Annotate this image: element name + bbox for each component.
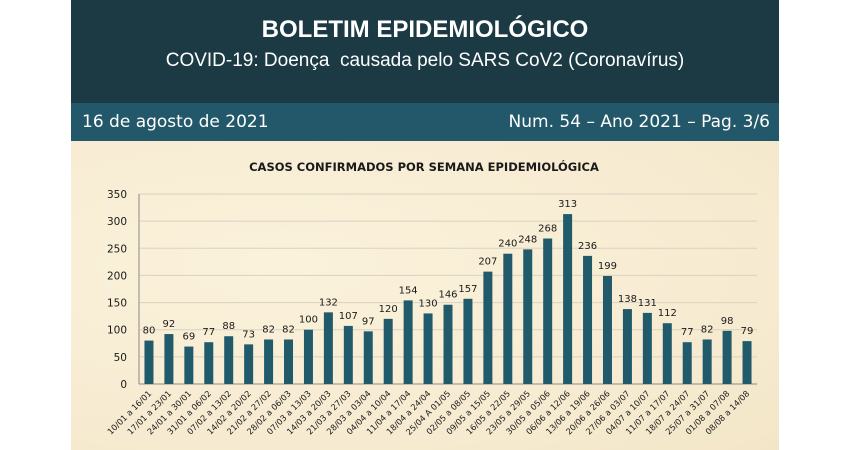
bar	[722, 330, 732, 384]
data-label: 69	[182, 332, 195, 343]
bar	[164, 334, 174, 384]
bar	[423, 313, 433, 384]
bar	[702, 339, 712, 384]
y-tick-label: 0	[120, 379, 127, 391]
bar	[144, 340, 154, 384]
bulletin-date: 16 de agosto de 2021	[82, 112, 269, 132]
data-label: 131	[638, 298, 657, 309]
data-label: 157	[458, 284, 477, 295]
data-label: 98	[721, 316, 734, 327]
chart-title: CASOS CONFIRMADOS POR SEMANA EPIDEMIOLÓG…	[249, 159, 599, 174]
bar	[622, 309, 632, 384]
data-label: 120	[379, 304, 398, 315]
y-tick-label: 250	[107, 243, 127, 255]
bar	[264, 339, 274, 384]
data-label: 138	[618, 294, 637, 305]
bar	[583, 255, 593, 384]
data-label: 236	[578, 241, 597, 252]
y-tick-label: 50	[114, 352, 127, 364]
bar	[204, 342, 214, 384]
bulletin-issue: Num. 54 – Ano 2021 – Pag. 3/6	[508, 112, 770, 132]
bar	[383, 318, 393, 384]
bar	[523, 249, 533, 384]
y-tick-label: 300	[107, 216, 127, 228]
bar	[642, 312, 652, 384]
data-label: 80	[143, 326, 156, 337]
bulletin-title: BOLETIM EPIDEMIOLÓGICO	[261, 16, 589, 43]
bar	[543, 238, 553, 384]
bar	[343, 325, 353, 384]
bulletin-page: BOLETIM EPIDEMIOLÓGICO COVID-19: Doença …	[71, 0, 779, 450]
data-label: 82	[262, 324, 275, 335]
y-tick-label: 150	[107, 298, 127, 310]
data-label: 92	[163, 319, 176, 330]
data-label: 130	[419, 298, 438, 309]
bar	[602, 275, 612, 384]
y-tick-label: 200	[107, 270, 127, 282]
data-label: 313	[558, 199, 577, 210]
bar	[303, 329, 313, 384]
bar	[463, 298, 473, 384]
data-label: 82	[701, 324, 714, 335]
data-label: 77	[202, 327, 215, 338]
data-label: 88	[222, 321, 235, 332]
data-label: 146	[438, 290, 457, 301]
bar	[403, 300, 413, 384]
bar	[742, 341, 752, 384]
bar	[323, 312, 333, 384]
bulletin-subtitle: COVID-19: Doença causada pelo SARS CoV2 …	[165, 50, 685, 71]
bar	[443, 304, 453, 384]
data-label: 100	[299, 315, 318, 326]
data-label: 82	[282, 324, 295, 335]
data-label: 77	[681, 327, 694, 338]
data-label: 268	[538, 224, 557, 235]
bar	[503, 253, 513, 384]
data-label: 97	[362, 316, 375, 327]
bar	[244, 344, 254, 384]
y-tick-label: 100	[107, 325, 127, 337]
y-tick-label: 350	[107, 189, 127, 201]
chart-area	[71, 141, 779, 450]
bar	[363, 331, 373, 384]
bar	[184, 346, 194, 384]
bar	[284, 339, 294, 384]
info-band: 16 de agosto de 2021 Num. 54 – Ano 2021 …	[71, 103, 779, 141]
data-label: 73	[242, 329, 255, 340]
data-label: 199	[598, 261, 617, 272]
data-label: 154	[399, 285, 418, 296]
bar	[224, 336, 234, 384]
data-label: 79	[741, 326, 754, 337]
bar	[483, 271, 493, 384]
data-label: 248	[518, 234, 537, 245]
bar	[682, 342, 692, 384]
bar	[662, 323, 672, 384]
data-label: 207	[478, 257, 497, 268]
data-label: 132	[319, 297, 338, 308]
header: BOLETIM EPIDEMIOLÓGICO COVID-19: Doença …	[71, 0, 779, 103]
bar	[563, 214, 573, 384]
data-label: 240	[498, 239, 517, 250]
data-label: 112	[658, 308, 677, 319]
data-label: 107	[339, 311, 358, 322]
